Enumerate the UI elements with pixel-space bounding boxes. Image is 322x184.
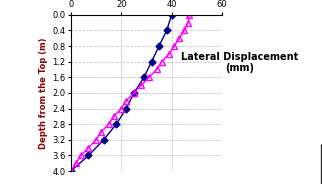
- Analytical model: [87, 154, 90, 157]
- Jewell-Milligan
method: [112, 115, 116, 118]
- Analytical model: [150, 61, 154, 63]
- Jewell-Milligan
method: [147, 76, 151, 78]
- Analytical model: [142, 76, 146, 78]
- Jewell-Milligan
method: [79, 154, 83, 157]
- Jewell-Milligan
method: [187, 14, 191, 16]
- Jewell-Milligan
method: [139, 84, 143, 86]
- Jewell-Milligan
method: [124, 100, 128, 102]
- Legend: Analytical model, Jewell-Milligan
method: Analytical model, Jewell-Milligan method: [321, 144, 322, 184]
- Analytical model: [114, 123, 118, 125]
- Jewell-Milligan
method: [107, 123, 111, 125]
- Analytical model: [132, 92, 136, 94]
- Jewell-Milligan
method: [177, 37, 181, 39]
- Jewell-Milligan
method: [119, 107, 123, 110]
- Jewell-Milligan
method: [87, 146, 90, 149]
- Jewell-Milligan
method: [160, 61, 164, 63]
- Analytical model: [124, 107, 128, 110]
- Jewell-Milligan
method: [94, 139, 98, 141]
- Jewell-Milligan
method: [172, 45, 176, 47]
- Line: Analytical model: Analytical model: [68, 12, 174, 174]
- Analytical model: [69, 170, 73, 172]
- Jewell-Milligan
method: [155, 68, 158, 71]
- Jewell-Milligan
method: [182, 29, 186, 31]
- Y-axis label: Depth from the Top (m): Depth from the Top (m): [39, 37, 48, 149]
- Analytical model: [102, 139, 106, 141]
- Text: Lateral Displacement
(mm): Lateral Displacement (mm): [181, 52, 298, 73]
- Jewell-Milligan
method: [186, 22, 190, 24]
- Jewell-Milligan
method: [74, 162, 78, 164]
- Jewell-Milligan
method: [69, 170, 73, 172]
- Jewell-Milligan
method: [132, 92, 136, 94]
- Jewell-Milligan
method: [99, 131, 103, 133]
- Analytical model: [157, 45, 161, 47]
- Analytical model: [170, 14, 174, 16]
- Line: Jewell-Milligan
method: Jewell-Milligan method: [68, 12, 192, 174]
- Analytical model: [165, 29, 169, 31]
- Jewell-Milligan
method: [167, 53, 171, 55]
